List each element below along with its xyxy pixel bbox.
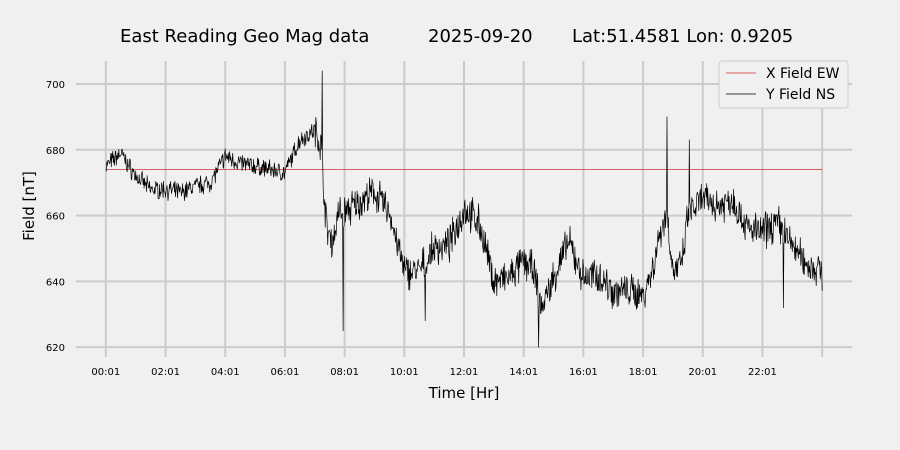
y-axis-label: Field [nT] [20, 171, 38, 241]
x-tick-label: 14:01 [509, 367, 538, 378]
legend: X Field EW Y Field NS [718, 60, 849, 109]
title-date: 2025-09-20 [428, 26, 533, 47]
x-tick-label: 12:01 [450, 367, 479, 378]
y-tick-label: 620 [46, 343, 65, 354]
series-layer [105, 70, 823, 348]
legend-label-y-field: Y Field NS [765, 87, 835, 103]
x-tick-label: 20:01 [688, 367, 717, 378]
x-tick-label: 02:01 [151, 367, 180, 378]
y-tick-label: 700 [46, 80, 65, 91]
x-tick-label: 22:01 [748, 367, 777, 378]
x-tick-label: 00:01 [91, 367, 120, 378]
ticks: 00:01 02:01 04:01 06:01 08:01 10:01 12:01 14:01… [46, 80, 777, 378]
title-location: Lat:51.4581 Lon: 0.9205 [572, 26, 793, 47]
grid [76, 61, 852, 357]
x-axis-label: Time [Hr] [428, 384, 500, 402]
y-tick-label: 680 [46, 146, 65, 157]
legend-label-x-field: X Field EW [766, 66, 840, 82]
series-line-y-field-ns [105, 70, 823, 348]
title-station: East Reading Geo Mag data [120, 26, 369, 47]
x-tick-label: 06:01 [271, 367, 300, 378]
x-tick-label: 16:01 [569, 367, 598, 378]
x-tick-label: 08:01 [330, 367, 359, 378]
x-tick-label: 04:01 [211, 367, 240, 378]
x-tick-label: 18:01 [629, 367, 658, 378]
y-tick-label: 660 [46, 212, 65, 223]
x-tick-label: 10:01 [390, 367, 419, 378]
y-tick-label: 640 [46, 277, 65, 288]
